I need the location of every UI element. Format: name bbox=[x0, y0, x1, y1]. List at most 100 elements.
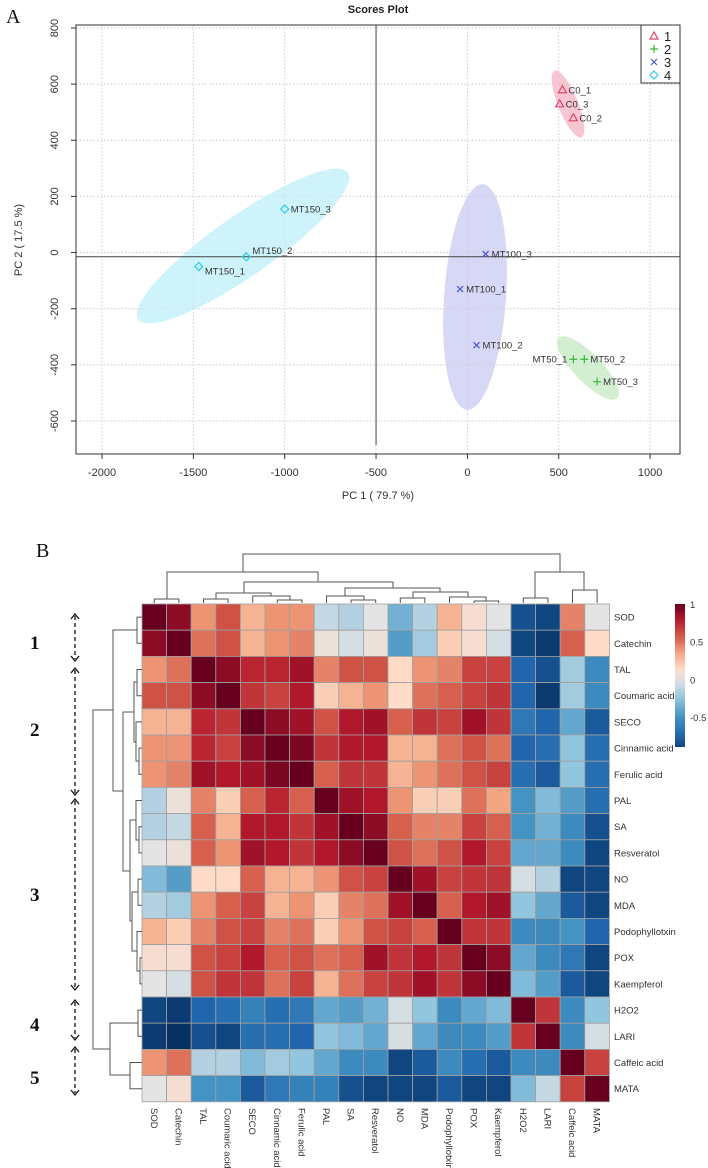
heatmap-cell bbox=[166, 839, 192, 867]
heatmap-cell bbox=[584, 603, 610, 631]
heatmap-cell bbox=[535, 1022, 561, 1050]
heatmap-cell bbox=[141, 656, 168, 684]
heatmap-cell bbox=[559, 1022, 586, 1050]
heatmap-cell bbox=[166, 603, 192, 631]
row-label: Cinnamic acid bbox=[614, 744, 674, 755]
cluster-group-label: 1 bbox=[30, 633, 40, 654]
data-point bbox=[193, 261, 204, 272]
heatmap-cell bbox=[190, 970, 217, 998]
heatmap-cell bbox=[461, 944, 487, 972]
heatmap-cell bbox=[239, 629, 266, 657]
heatmap-cell bbox=[215, 813, 241, 841]
heatmap-cell bbox=[510, 1022, 537, 1050]
y-tick-label: -600 bbox=[49, 410, 61, 432]
heatmap-cell bbox=[289, 787, 315, 815]
point-label: MT150_3 bbox=[291, 205, 331, 216]
row-label: MATA bbox=[614, 1084, 640, 1095]
row-dendrogram-branch bbox=[92, 709, 113, 1050]
heatmap-cell bbox=[362, 708, 389, 736]
heatmap-cell bbox=[190, 682, 217, 710]
x-tick-label: -1500 bbox=[179, 467, 207, 479]
heatmap-cell bbox=[215, 734, 241, 762]
row-label: Caffeic acid bbox=[614, 1058, 663, 1069]
heatmap-cell bbox=[190, 918, 217, 946]
point-label: MT150_1 bbox=[205, 267, 245, 278]
heatmap-cell bbox=[387, 813, 414, 841]
heatmap-cell bbox=[436, 1022, 463, 1050]
heatmap-cell bbox=[264, 1049, 291, 1077]
heatmap-cell bbox=[338, 682, 364, 710]
heatmap-cell bbox=[338, 629, 364, 657]
column-label: Kaempferol bbox=[492, 1108, 503, 1157]
heatmap-cell bbox=[289, 708, 315, 736]
heatmap-cell bbox=[485, 708, 512, 736]
heatmap-cell bbox=[141, 760, 168, 788]
heatmap-cell bbox=[190, 760, 217, 788]
heatmap-cell bbox=[559, 813, 586, 841]
heatmap-cell bbox=[535, 813, 561, 841]
heatmap-cell bbox=[141, 944, 168, 972]
data-point bbox=[456, 285, 464, 293]
heatmap-cell bbox=[313, 970, 340, 998]
heatmap-cell bbox=[535, 787, 561, 815]
column-label: Catechin bbox=[172, 1108, 183, 1146]
heatmap-cell bbox=[436, 970, 463, 998]
heatmap-cell bbox=[535, 891, 561, 919]
heatmap-cell bbox=[485, 1075, 512, 1103]
heatmap-cell bbox=[362, 1022, 389, 1050]
heatmap-cell bbox=[559, 944, 586, 972]
row-label: TAL bbox=[614, 665, 631, 676]
heatmap-cell bbox=[584, 734, 610, 762]
heatmap-cell bbox=[338, 1049, 364, 1077]
heatmap-cell bbox=[215, 656, 241, 684]
heatmap-cell bbox=[190, 708, 217, 736]
heatmap-cell bbox=[412, 682, 438, 710]
y-tick-label: 600 bbox=[49, 75, 61, 93]
heatmap-cell bbox=[190, 1049, 217, 1077]
heatmap-cell bbox=[264, 734, 291, 762]
legend-marker bbox=[650, 58, 658, 66]
colorbar-tick-label: 1 bbox=[690, 600, 695, 611]
heatmap-cell bbox=[485, 891, 512, 919]
row-label: POX bbox=[614, 953, 635, 964]
heatmap-cell bbox=[412, 996, 438, 1024]
heatmap-cell bbox=[412, 1049, 438, 1077]
cluster-group-label: 3 bbox=[30, 885, 40, 906]
column-dendrogram-branch bbox=[153, 598, 180, 603]
heatmap-cell bbox=[289, 734, 315, 762]
heatmap-cell bbox=[485, 760, 512, 788]
column-label: SECO bbox=[246, 1108, 257, 1135]
heatmap-cell bbox=[584, 760, 610, 788]
data-point bbox=[241, 251, 252, 262]
heatmap-cell bbox=[584, 629, 610, 657]
heatmap-cell bbox=[510, 734, 537, 762]
heatmap-cell bbox=[289, 970, 315, 998]
row-dendrogram-branch bbox=[137, 878, 142, 906]
heatmap-cell bbox=[239, 865, 266, 893]
heatmap-cell bbox=[412, 1022, 438, 1050]
heatmap-cell bbox=[510, 944, 537, 972]
heatmap-cell bbox=[535, 734, 561, 762]
heatmap-cell bbox=[485, 603, 512, 631]
heatmap-cell bbox=[485, 813, 512, 841]
heatmap-cell bbox=[436, 944, 463, 972]
heatmap-cell bbox=[239, 891, 266, 919]
column-label: LARI bbox=[541, 1108, 552, 1129]
heatmap-cell bbox=[485, 1022, 512, 1050]
heatmap-cell bbox=[436, 708, 463, 736]
heatmap-cell bbox=[239, 996, 266, 1024]
row-label: Catechin bbox=[614, 639, 652, 650]
column-label: SOD bbox=[148, 1108, 159, 1129]
heatmap-cell bbox=[559, 734, 586, 762]
heatmap-cell bbox=[461, 1075, 487, 1103]
heatmap-cell bbox=[436, 996, 463, 1024]
heatmap-cell bbox=[387, 970, 414, 998]
heatmap-cell bbox=[412, 760, 438, 788]
heatmap-cell bbox=[362, 918, 389, 946]
heatmap-cell bbox=[584, 813, 610, 841]
heatmap-cell bbox=[559, 839, 586, 867]
heatmap-cell bbox=[313, 603, 340, 631]
heatmap-cell bbox=[535, 629, 561, 657]
y-tick-label: -200 bbox=[49, 298, 61, 320]
heatmap-cell bbox=[289, 918, 315, 946]
